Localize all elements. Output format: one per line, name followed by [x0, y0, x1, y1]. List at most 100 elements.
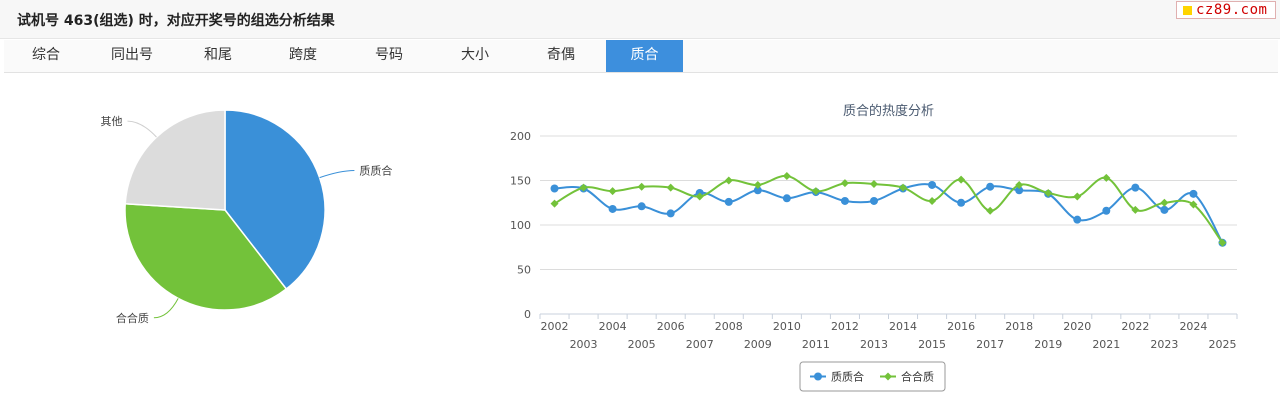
x-tick-label: 2002: [541, 320, 569, 333]
data-point[interactable]: [637, 182, 646, 191]
data-point[interactable]: [1102, 206, 1111, 215]
data-point[interactable]: [1131, 183, 1140, 192]
data-point[interactable]: [550, 184, 559, 193]
data-point[interactable]: [811, 187, 820, 196]
pie-slice[interactable]: [124, 109, 226, 211]
data-point[interactable]: [1131, 205, 1140, 214]
data-point[interactable]: [579, 183, 588, 192]
pie-connector: [127, 120, 157, 138]
data-point[interactable]: [753, 186, 762, 195]
legend-marker[interactable]: [814, 372, 822, 381]
x-tick-label: 2008: [715, 320, 743, 333]
data-point[interactable]: [986, 206, 995, 215]
data-point[interactable]: [1102, 173, 1111, 182]
data-point[interactable]: [1189, 200, 1198, 209]
data-point[interactable]: [1160, 198, 1169, 207]
data-point[interactable]: [666, 209, 675, 218]
x-tick-label: 2010: [773, 320, 801, 333]
data-point[interactable]: [608, 204, 617, 213]
y-tick-label: 150: [510, 175, 531, 188]
data-point[interactable]: [1073, 215, 1082, 224]
tab-jiou[interactable]: 奇偶: [547, 47, 575, 63]
x-tick-label: 2003: [570, 338, 598, 351]
tab-kuadu[interactable]: 跨度: [289, 47, 317, 63]
y-tick-label: 50: [517, 264, 531, 277]
tab-daxiao[interactable]: 大小: [461, 47, 489, 63]
data-point[interactable]: [869, 180, 878, 189]
pie-label: 合合质: [116, 311, 149, 325]
x-tick-label: 2022: [1121, 320, 1149, 333]
x-tick-label: 2012: [831, 320, 859, 333]
data-point[interactable]: [869, 196, 878, 205]
x-tick-label: 2004: [599, 320, 627, 333]
data-point[interactable]: [957, 175, 966, 184]
data-point[interactable]: [637, 202, 646, 211]
page-title: 试机号 463(组选) 时，对应开奖号的组选分析结果: [17, 13, 335, 29]
tab-zonghe[interactable]: 综合: [32, 47, 60, 63]
x-tick-label: 2025: [1208, 338, 1236, 351]
data-point[interactable]: [753, 180, 762, 189]
y-tick-label: 200: [510, 130, 531, 143]
x-tick-label: 2006: [657, 320, 685, 333]
x-tick-label: 2023: [1150, 338, 1178, 351]
x-tick-label: 2016: [947, 320, 975, 333]
data-point[interactable]: [1189, 189, 1198, 198]
tab-bar: 综合 同出号 和尾 跨度 号码 大小 奇偶 质合: [4, 40, 1278, 73]
legend-label[interactable]: 质质合: [831, 370, 864, 384]
data-point[interactable]: [840, 179, 849, 188]
data-point[interactable]: [1073, 192, 1082, 201]
x-tick-label: 2020: [1063, 320, 1091, 333]
legend: 质质合 合合质: [799, 361, 946, 392]
x-tick-label: 2013: [860, 338, 888, 351]
data-point[interactable]: [957, 198, 966, 207]
data-point[interactable]: [550, 199, 559, 208]
x-tick-label: 2005: [628, 338, 656, 351]
data-point[interactable]: [695, 192, 704, 201]
line-chart-title: 质合的热度分析: [843, 103, 934, 119]
pie-slice[interactable]: [124, 202, 288, 311]
data-point[interactable]: [1160, 205, 1169, 214]
tab-tongchuhao[interactable]: 同出号: [111, 47, 153, 63]
data-point[interactable]: [782, 172, 791, 181]
y-tick-label: 100: [510, 219, 531, 232]
x-tick-label: 2019: [1034, 338, 1062, 351]
data-point[interactable]: [608, 187, 617, 196]
data-point[interactable]: [986, 182, 995, 191]
chart-area: 质质合 合合质 其他 质合的热度分析 0 50 100 150 200 2002 2003 2004…: [0, 73, 1280, 406]
data-point[interactable]: [782, 194, 791, 203]
data-point[interactable]: [928, 196, 937, 205]
data-point[interactable]: [666, 183, 675, 192]
logo-square-icon: [1183, 6, 1192, 15]
site-logo[interactable]: cz89.com: [1176, 1, 1276, 19]
x-tick-label: 2015: [918, 338, 946, 351]
series-line: [554, 183, 1224, 244]
x-tick-label: 2018: [1005, 320, 1033, 333]
x-tick-label: 2024: [1179, 320, 1207, 333]
data-point[interactable]: [1015, 186, 1024, 195]
x-tick-label: 2007: [686, 338, 714, 351]
tab-haoma[interactable]: 号码: [375, 47, 403, 63]
data-point[interactable]: [1218, 238, 1227, 247]
pie-connector: [319, 170, 355, 179]
pie-label: 其他: [100, 115, 122, 128]
tab-hewei[interactable]: 和尾: [204, 47, 232, 63]
data-point[interactable]: [724, 197, 733, 206]
tab-zhihe[interactable]: 质合: [606, 40, 683, 72]
data-point[interactable]: [899, 183, 908, 192]
legend-marker[interactable]: [884, 372, 892, 381]
line-chart: 质合的热度分析050100150200200220032004200520062…: [510, 103, 1238, 392]
legend-label[interactable]: 合合质: [901, 370, 934, 384]
logo-text: cz89.com: [1196, 2, 1268, 18]
data-point[interactable]: [1044, 188, 1053, 197]
data-point[interactable]: [840, 196, 849, 205]
data-point[interactable]: [1015, 180, 1024, 189]
x-tick-label: 2017: [976, 338, 1004, 351]
data-point[interactable]: [928, 180, 937, 189]
y-tick-label: 0: [524, 308, 531, 321]
pie-label: 质质合: [359, 163, 392, 177]
data-point[interactable]: [724, 176, 733, 185]
x-tick-label: 2014: [889, 320, 917, 333]
legend-box: [799, 361, 946, 392]
pie-connector: [153, 298, 179, 319]
